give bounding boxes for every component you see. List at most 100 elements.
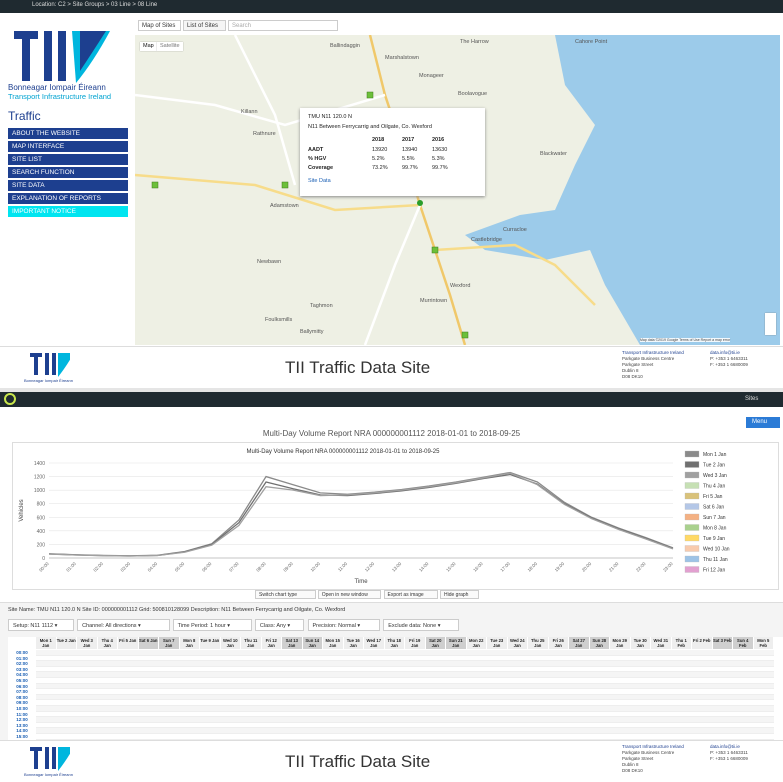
logo-shape: [45, 747, 49, 769]
site-marker[interactable]: [462, 332, 468, 338]
table-row: [36, 734, 774, 740]
footer-logo: [30, 353, 70, 381]
table-column-header: Fri 5 Jan: [118, 637, 139, 649]
place-label: Marshalstown: [385, 55, 419, 61]
legend-swatch: [685, 462, 699, 468]
legend-label[interactable]: Tue 9 Jan: [703, 536, 725, 542]
legend-label[interactable]: Fri 12 Jan: [703, 568, 725, 574]
map-attribution: Map data ©2019 Google Terms of Use Repor…: [640, 338, 730, 342]
filter-dropdown[interactable]: Class: Any ▾: [255, 619, 305, 631]
footer-title: TII Traffic Data Site: [285, 358, 430, 378]
chart-button[interactable]: Export as image: [384, 590, 439, 599]
table-column-header: Mon 1 Jan: [36, 637, 57, 649]
x-tick-label: 12:00: [364, 561, 376, 573]
map-tab[interactable]: Map of Sites: [138, 20, 181, 31]
footer-contact[interactable]: data.info@tii.ie: [710, 350, 740, 355]
legend-label[interactable]: Fri 5 Jan: [703, 494, 723, 500]
map-type-button[interactable]: Map: [140, 42, 157, 51]
breadcrumb: Location: C2 > Site Groups > 03 Line > 0…: [32, 2, 157, 8]
x-tick-label: 20:00: [581, 561, 593, 573]
legend-label[interactable]: Thu 11 Jan: [703, 557, 728, 563]
legend-label[interactable]: Thu 4 Jan: [703, 484, 725, 490]
legend-label[interactable]: Mon 1 Jan: [703, 452, 727, 458]
legend-label[interactable]: Tue 2 Jan: [703, 463, 725, 469]
nav-bar: Sites: [0, 392, 783, 407]
x-tick-label: 00:00: [38, 561, 50, 573]
table-column-header: Sat 6 Jan: [139, 637, 160, 649]
legend-label[interactable]: Sun 7 Jan: [703, 515, 726, 521]
place-label: Monageer: [419, 73, 444, 79]
legend-swatch: [685, 504, 699, 510]
place-label: Newbawn: [257, 259, 281, 265]
x-tick-label: 14:00: [418, 561, 430, 573]
menu-item[interactable]: SITE DATA: [8, 180, 128, 191]
table-column-header: Fri 12 Jan: [262, 637, 283, 649]
table-column-header: Wed 31 Jan: [651, 637, 672, 649]
nav-sites[interactable]: Sites: [745, 396, 758, 402]
zoom-controls[interactable]: [765, 313, 776, 335]
filter-dropdown[interactable]: Exclude data: None ▾: [383, 619, 459, 631]
place-label: Curracloe: [503, 227, 527, 233]
logo-shape: [34, 353, 38, 375]
footer-address: D08 DK10: [622, 768, 643, 773]
filter-dropdown[interactable]: Time Period: 1 hour ▾: [173, 619, 252, 631]
popup-cell: 5.3%: [432, 156, 445, 162]
chart-button[interactable]: Hide graph: [440, 590, 479, 599]
table-column-header: Sun 28 Jan: [590, 637, 611, 649]
footer-contact[interactable]: data.info@tii.ie: [710, 744, 740, 749]
filter-dropdown[interactable]: Precision: Normal ▾: [308, 619, 381, 631]
menu-item[interactable]: ABOUT THE WEBSITE: [8, 128, 128, 139]
logo-swoosh: [58, 747, 70, 771]
menu-item[interactable]: SEARCH FUNCTION: [8, 167, 128, 178]
menu-item[interactable]: EXPLANATION OF REPORTS: [8, 193, 128, 204]
popup-link[interactable]: Site Data: [308, 178, 331, 184]
footer-logo-caption: Bonneagar Iompair Éireann: [24, 772, 73, 777]
menu-item[interactable]: MAP INTERFACE: [8, 141, 128, 152]
site-marker[interactable]: [152, 182, 158, 188]
selected-site[interactable]: [417, 200, 423, 206]
place-label: Ballindaggin: [330, 43, 360, 49]
x-tick-label: 19:00: [554, 561, 566, 573]
site-marker[interactable]: [367, 92, 373, 98]
legend-label[interactable]: Wed 10 Jan: [703, 547, 730, 553]
legend-swatch: [685, 567, 699, 573]
footer-address: Parkgate Business Centre: [622, 750, 674, 755]
table-column-header: Sat 27 Jan: [569, 637, 590, 649]
site-marker[interactable]: [282, 182, 288, 188]
popup-cell: 5.2%: [372, 156, 385, 162]
place-label: Cahore Point: [575, 39, 608, 45]
chart: Multi-Day Volume Report NRA 000000001112…: [12, 442, 779, 590]
site-marker[interactable]: [432, 247, 438, 253]
filter-dropdown[interactable]: Setup: N11 1112 ▾: [8, 619, 74, 631]
x-tick-label: 04:00: [147, 561, 159, 573]
filter-dropdown[interactable]: Channel: All directions ▾: [77, 619, 170, 631]
info-popup: TMU N11 120.0 NN11 Between Ferrycarrig a…: [300, 108, 485, 196]
legend-swatch: [685, 556, 699, 562]
table-column-header: Sat 13 Jan: [282, 637, 303, 649]
logo-text: Transport Infrastructure Ireland: [8, 92, 111, 101]
chart-button[interactable]: Switch chart type: [255, 590, 316, 599]
legend-label[interactable]: Sat 6 Jan: [703, 505, 724, 511]
footer-logo: [30, 747, 70, 775]
y-tick-label: 1200: [34, 475, 45, 481]
legend-label[interactable]: Mon 8 Jan: [703, 526, 727, 532]
road: [365, 205, 420, 345]
menu-item[interactable]: IMPORTANT NOTICE: [8, 206, 128, 217]
legend-label[interactable]: Wed 3 Jan: [703, 473, 727, 479]
logo-shape: [44, 31, 52, 81]
map-type-button[interactable]: Satellite: [157, 42, 183, 51]
chart-button[interactable]: Open in new window: [318, 590, 382, 599]
map-tab[interactable]: List of Sites: [183, 20, 226, 31]
popup-row-label: % HGV: [308, 156, 326, 162]
logo-shape: [34, 747, 38, 769]
menu-button[interactable]: Menu: [746, 417, 780, 428]
popup-cell: 99.7%: [432, 165, 448, 171]
x-tick-label: 23:00: [662, 561, 674, 573]
menu-item[interactable]: SITE LIST: [8, 154, 128, 165]
y-tick-label: 1000: [34, 488, 45, 494]
chart-title: Multi-Day Volume Report NRA 000000001112…: [247, 449, 441, 455]
search-box[interactable]: Search: [228, 20, 338, 31]
y-tick-label: 800: [37, 502, 46, 508]
logo-swoosh: [80, 31, 106, 71]
